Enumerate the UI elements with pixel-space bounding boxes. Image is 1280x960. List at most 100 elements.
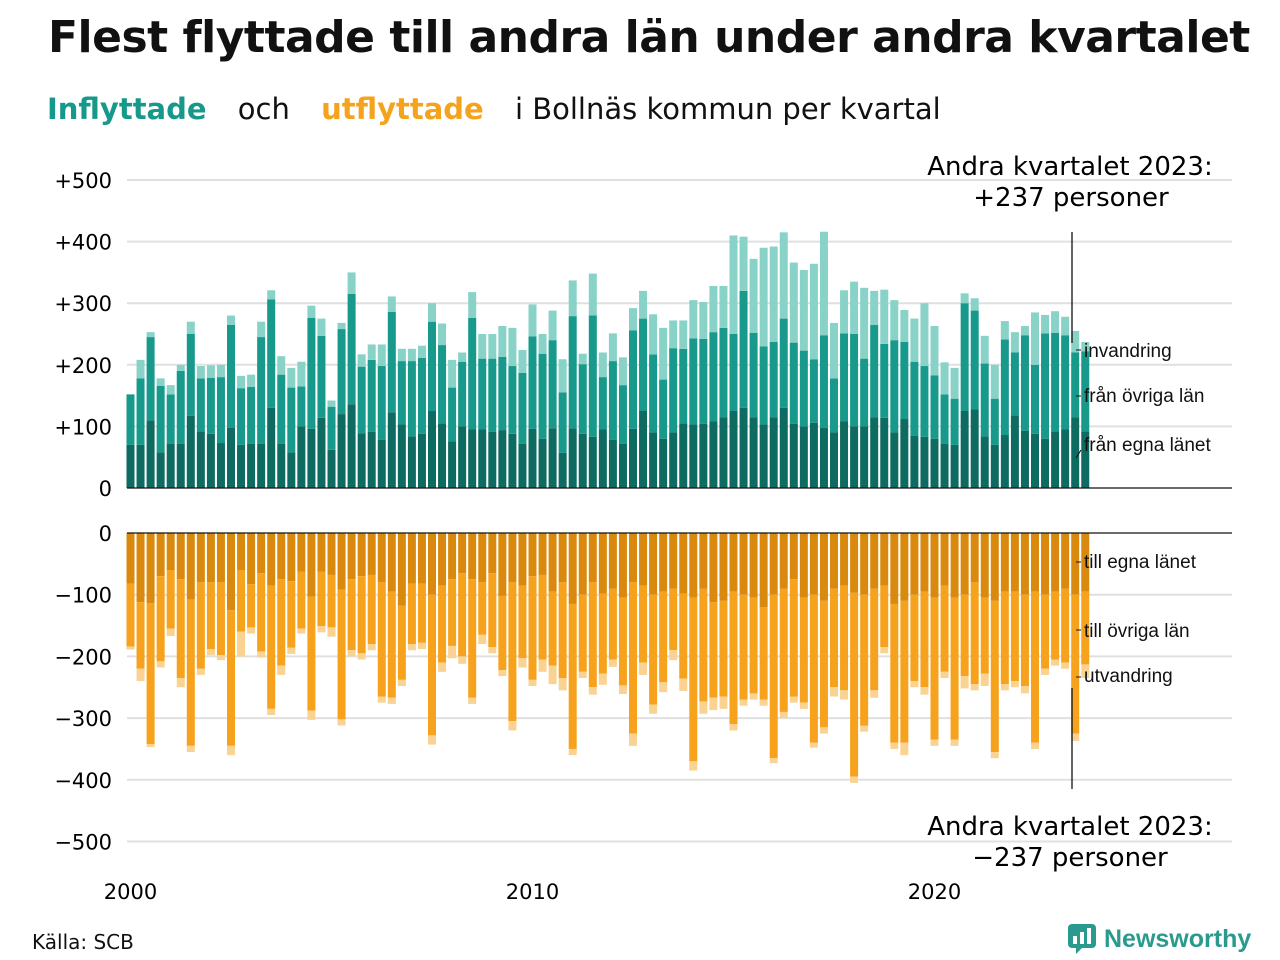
bar-in-immigration <box>588 273 597 316</box>
bar-out-other-counties <box>1031 591 1039 743</box>
bar-in-same-county <box>890 432 899 488</box>
bar-in-other-counties <box>779 318 788 408</box>
bar-in-other-counties <box>297 386 306 427</box>
bar-in-immigration <box>247 374 256 387</box>
top-annotation-line1: Andra kvartalet 2023: <box>927 152 1212 182</box>
bar-out-emigration <box>759 699 768 706</box>
bar-out-other-counties <box>749 597 758 694</box>
bar-out-other-counties <box>679 593 688 679</box>
bar-out-other-counties <box>1010 591 1019 682</box>
bar-out-same-county <box>1081 533 1090 592</box>
bar-in-other-counties <box>1051 332 1060 432</box>
bar-in-immigration <box>508 327 517 367</box>
bar-out-other-counties <box>789 579 798 697</box>
bar-out-other-counties <box>850 592 859 777</box>
bar-out-emigration <box>337 719 346 726</box>
bar-in-other-counties <box>337 329 346 415</box>
bar-in-immigration <box>850 281 859 334</box>
bar-out-emigration <box>146 744 155 748</box>
bar-out-other-counties <box>779 588 788 712</box>
brand-name: Newsworthy <box>1104 924 1252 953</box>
bar-in-same-county <box>598 429 607 488</box>
bar-out-same-county <box>327 533 336 575</box>
bar-out-same-county <box>206 533 215 583</box>
bar-out-other-counties <box>337 589 346 720</box>
bar-in-immigration <box>327 400 336 407</box>
bar-out-same-county <box>870 533 879 589</box>
bar-in-other-counties <box>1061 335 1070 430</box>
bar-out-other-counties <box>618 597 627 686</box>
bar-out-other-counties <box>840 585 849 691</box>
bar-in-other-counties <box>448 387 457 442</box>
bar-out-same-county <box>850 533 859 593</box>
bar-out-same-county <box>699 533 708 589</box>
bar-in-immigration <box>216 364 225 378</box>
bar-in-same-county <box>850 426 859 488</box>
bar-in-immigration <box>287 367 296 388</box>
bar-in-immigration <box>920 303 929 367</box>
bar-in-other-counties <box>809 359 818 423</box>
bar-in-other-counties <box>930 375 939 439</box>
bar-in-same-county <box>960 411 969 488</box>
subtitle-inflow: Inflyttade <box>47 92 207 126</box>
bar-in-immigration <box>940 362 949 395</box>
bar-in-same-county <box>1020 430 1029 488</box>
bar-in-other-counties <box>709 332 718 422</box>
bar-in-immigration <box>548 310 557 341</box>
bar-out-other-counties <box>699 588 708 702</box>
bar-out-same-county <box>980 533 989 598</box>
bar-out-emigration <box>920 687 929 695</box>
bar-in-same-county <box>518 443 527 488</box>
bar-in-same-county <box>1010 415 1019 488</box>
bar-in-same-county <box>267 407 276 488</box>
bar-out-emigration <box>900 742 909 756</box>
bar-out-same-county <box>990 533 999 601</box>
bar-out-same-county <box>789 533 798 580</box>
bar-in-same-county <box>588 436 597 488</box>
bar-in-same-county <box>528 428 537 488</box>
bar-out-same-county <box>186 533 195 600</box>
bar-in-same-county <box>719 417 728 488</box>
bar-out-other-counties <box>870 588 879 691</box>
bar-out-other-counties <box>900 600 909 743</box>
bar-in-same-county <box>749 417 758 488</box>
bar-out-other-counties <box>357 576 366 654</box>
bar-out-emigration <box>1071 733 1080 741</box>
bar-out-other-counties <box>468 579 477 698</box>
bottom-y-tick-label: −500 <box>54 831 112 855</box>
bar-in-same-county <box>779 407 788 488</box>
bar-out-same-county <box>598 533 607 594</box>
bar-in-immigration <box>186 321 195 334</box>
bar-in-immigration <box>639 290 648 319</box>
bar-out-emigration <box>377 696 386 703</box>
bar-in-immigration <box>176 364 185 371</box>
bar-out-emigration <box>1041 668 1050 675</box>
bar-in-other-counties <box>136 378 145 445</box>
bar-out-same-county <box>438 533 447 586</box>
bar-out-other-counties <box>970 582 979 685</box>
bar-in-same-county <box>548 428 557 488</box>
bar-in-other-counties <box>538 353 547 439</box>
bar-out-other-counties <box>156 576 165 662</box>
bar-in-immigration <box>337 322 346 330</box>
bar-out-other-counties <box>347 579 356 651</box>
bar-in-same-county <box>166 443 175 488</box>
bar-out-same-county <box>417 533 426 584</box>
bar-out-emigration <box>1000 684 1009 691</box>
bar-in-other-counties <box>508 366 517 434</box>
bar-in-same-county <box>176 443 185 488</box>
bottom-annotation-line2: −237 personer <box>972 843 1168 873</box>
bottom-y-tick-label: −300 <box>54 707 112 731</box>
bar-out-emigration <box>478 634 487 645</box>
bar-out-emigration <box>639 662 648 675</box>
bar-in-immigration <box>307 305 316 318</box>
bar-out-emigration <box>327 627 336 637</box>
bar-in-same-county <box>558 452 567 488</box>
bar-in-same-county <box>729 411 738 488</box>
bar-in-other-counties <box>649 354 658 433</box>
bar-out-other-counties <box>538 574 547 660</box>
bar-out-same-county <box>880 533 889 586</box>
bar-in-other-counties <box>1020 335 1029 431</box>
bar-in-other-counties <box>689 338 698 425</box>
bar-in-immigration <box>357 354 366 367</box>
